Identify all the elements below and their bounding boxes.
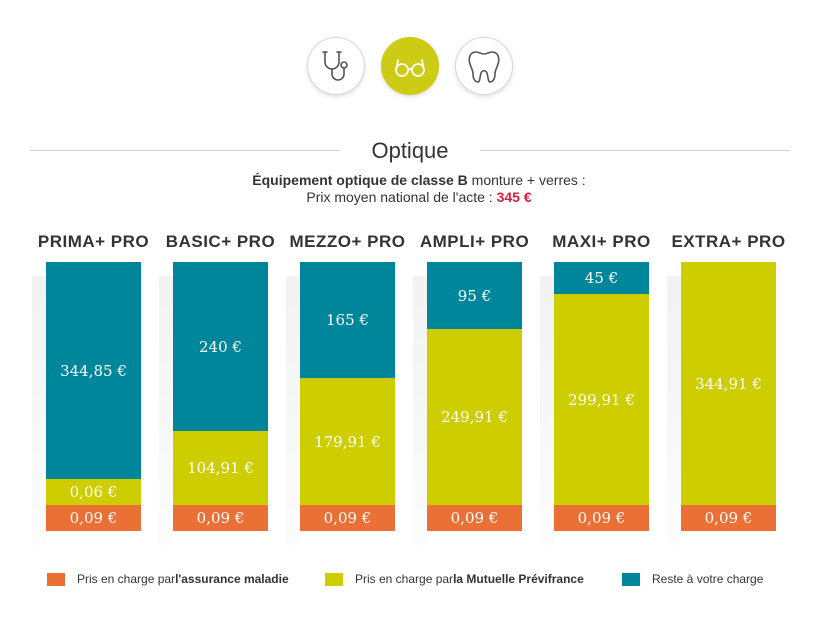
legend-swatch-orange — [47, 572, 65, 586]
price-value: 345 € — [496, 189, 532, 205]
bar-segment-reste: 240 € — [173, 262, 268, 431]
plan-name-3: AMPLI+ PRO — [419, 232, 530, 251]
tab-optique[interactable] — [381, 37, 439, 95]
section-title-text: Optique — [357, 138, 463, 163]
legend-swatch-lime — [325, 572, 343, 586]
section-title: Optique — [30, 137, 790, 165]
bar-segment-reste: 95 € — [427, 262, 522, 329]
legend: Pris en charge par l'assurance maladie P… — [0, 572, 838, 588]
tab-dentaire[interactable] — [455, 37, 513, 95]
bar-segment-mutuelle: 0,06 € — [46, 479, 141, 505]
legend-item-assurance-maladie: Pris en charge par l'assurance maladie — [47, 572, 289, 586]
title-rule-right — [480, 150, 790, 151]
legend-prefix: Reste à votre charge — [652, 572, 764, 586]
bar-segment-mutuelle: 249,91 € — [427, 329, 522, 505]
legend-bold: la Mutuelle Prévifrance — [453, 572, 584, 586]
legend-swatch-teal — [622, 572, 640, 586]
bar-segment-assurance-maladie: 0,09 € — [681, 505, 776, 531]
bar-column-5: 0,09 €344,91 € — [681, 262, 776, 531]
bar-segment-assurance-maladie: 0,09 € — [427, 505, 522, 531]
title-rule-left — [30, 150, 340, 151]
bar-segment-assurance-maladie: 0,09 € — [554, 505, 649, 531]
plan-name-4: MAXI+ PRO — [552, 232, 651, 251]
plan-name-5: EXTRA+ PRO — [671, 232, 786, 251]
subtitle-line-1: Équipement optique de classe B monture +… — [0, 172, 838, 189]
subtitle-rest: monture + verres : — [467, 172, 586, 188]
section-subtitle: Équipement optique de classe B monture +… — [0, 172, 838, 206]
bar-segment-assurance-maladie: 0,09 € — [46, 505, 141, 531]
section-header: Optique — [30, 137, 790, 165]
subtitle-bold: Équipement optique de classe B — [252, 172, 468, 188]
category-tabs — [0, 37, 838, 97]
stethoscope-icon — [322, 51, 348, 81]
legend-bold: l'assurance maladie — [175, 572, 289, 586]
bar-column-2: 0,09 €179,91 €165 € — [300, 262, 395, 531]
plan-name-1: BASIC+ PRO — [165, 232, 276, 251]
subtitle-line-2: Prix moyen national de l'acte : 345 € — [0, 189, 838, 206]
plan-name-0: PRIMA+ PRO — [37, 232, 150, 251]
bar-segment-assurance-maladie: 0,09 € — [300, 505, 395, 531]
bar-segment-mutuelle: 104,91 € — [173, 431, 268, 505]
bar-column-4: 0,09 €299,91 €45 € — [554, 262, 649, 531]
tab-medecine[interactable] — [307, 37, 365, 95]
legend-item-reste: Reste à votre charge — [622, 572, 763, 586]
glasses-icon — [395, 59, 425, 77]
bar-segment-reste: 165 € — [300, 262, 395, 378]
bar-column-0: 0,09 €0,06 €344,85 € — [46, 262, 141, 531]
plan-name-2: MEZZO+ PRO — [289, 232, 406, 251]
bar-segment-assurance-maladie: 0,09 € — [173, 505, 268, 531]
bar-segment-reste: 45 € — [554, 262, 649, 294]
tooth-icon — [468, 51, 500, 83]
bar-column-1: 0,09 €104,91 €240 € — [173, 262, 268, 531]
price-label: Prix moyen national de l'acte : — [306, 189, 497, 205]
legend-prefix: Pris en charge par — [355, 572, 454, 586]
bar-segment-mutuelle: 344,91 € — [681, 262, 776, 505]
legend-item-mutuelle: Pris en charge par la Mutuelle Prévifran… — [325, 572, 584, 586]
bar-column-3: 0,09 €249,91 €95 € — [427, 262, 522, 531]
bar-segment-mutuelle: 299,91 € — [554, 294, 649, 505]
bar-segment-reste: 344,85 € — [46, 262, 141, 479]
legend-prefix: Pris en charge par — [77, 572, 176, 586]
bar-segment-mutuelle: 179,91 € — [300, 378, 395, 505]
